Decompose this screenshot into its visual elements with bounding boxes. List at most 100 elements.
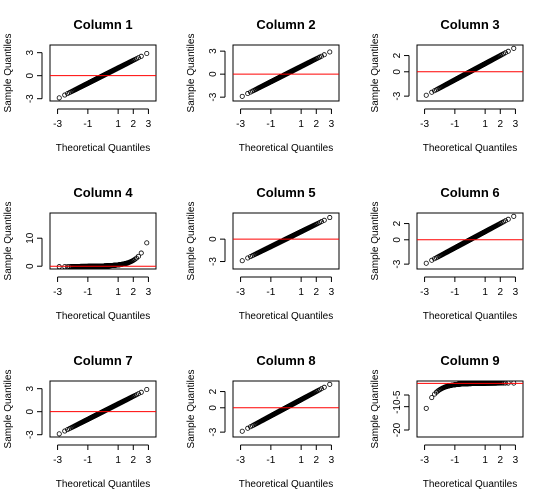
y-axis-label: Sample Quantiles: [3, 370, 14, 449]
panel-title: Column 1: [73, 17, 132, 32]
y-tick-label: 0: [208, 405, 219, 411]
qq-panel-5: Column 5 -3 -1 1 2 3 -3 0 Theoretical Quantiles S…: [186, 185, 340, 322]
qq-point: [56, 95, 62, 101]
qq-point: [511, 213, 517, 219]
qq-point: [429, 89, 435, 95]
qq-point: [505, 48, 511, 54]
qq-point: [239, 93, 245, 99]
qq-points: [239, 381, 333, 434]
x-tick-label: 3: [146, 287, 152, 298]
qq-point: [56, 431, 62, 437]
x-tick-label: 2: [131, 455, 137, 466]
x-axis-label: Theoretical Quantiles: [423, 143, 518, 154]
x-tick-label: 3: [146, 455, 152, 466]
y-tick-label: -3: [25, 430, 36, 439]
x-tick-label: 2: [314, 119, 320, 130]
y-tick-label: 0: [25, 408, 36, 414]
plot-frame: [49, 212, 157, 270]
x-tick-label: -1: [266, 119, 275, 130]
qq-point: [138, 389, 144, 395]
qq-point: [239, 428, 245, 434]
x-tick-label: -1: [266, 287, 275, 298]
y-axis-label: Sample Quantiles: [370, 34, 381, 113]
y-tick-label: 0: [25, 263, 36, 269]
qq-point: [62, 92, 68, 98]
x-tick-label: -1: [450, 119, 459, 130]
qq-point: [318, 386, 324, 392]
qq-point: [502, 50, 508, 56]
panel-title: Column 3: [440, 17, 499, 32]
x-tick-label: -3: [236, 119, 245, 130]
x-tick-label: 3: [329, 287, 335, 298]
y-tick-label: 3: [208, 48, 219, 54]
qq-point: [327, 215, 333, 221]
y-tick-label: -5: [392, 390, 403, 399]
y-tick-label: -3: [25, 94, 36, 103]
x-tick-label: 1: [115, 455, 121, 466]
x-tick-label: -3: [420, 455, 429, 466]
qq-point: [135, 55, 141, 61]
plot-frame: [232, 380, 340, 438]
y-tick-label: 3: [25, 385, 36, 391]
qq-points: [423, 213, 517, 266]
x-tick-label: 3: [513, 119, 519, 130]
x-axis-label: Theoretical Quantiles: [239, 143, 334, 154]
y-tick-label: 0: [25, 72, 36, 78]
qq-points: [239, 49, 333, 99]
qq-point: [505, 216, 511, 222]
y-tick-label: 0: [208, 236, 219, 242]
qq-points: [239, 215, 333, 264]
x-axis-label: Theoretical Quantiles: [239, 479, 334, 490]
x-tick-label: -1: [83, 287, 92, 298]
x-tick-label: 2: [131, 287, 137, 298]
qq-point: [144, 51, 150, 57]
x-tick-label: 2: [498, 287, 504, 298]
y-tick-label: -20: [392, 422, 403, 437]
x-tick-label: -1: [83, 119, 92, 130]
y-axis-label: Sample Quantiles: [186, 370, 197, 449]
y-tick-label: 0: [392, 237, 403, 243]
y-tick-label: 0: [208, 71, 219, 77]
qq-panel-4: Column 4 -3 -1 1 2 3 0 10 Theoretical Quantiles S…: [3, 185, 157, 322]
x-tick-label: -1: [266, 455, 275, 466]
x-tick-label: 3: [329, 455, 335, 466]
qq-point: [318, 219, 324, 225]
qq-point: [327, 49, 333, 55]
y-tick-label: 3: [25, 49, 36, 55]
panel-title: Column 8: [256, 353, 315, 368]
plot-frame: [416, 44, 524, 102]
qq-point: [423, 405, 429, 411]
x-tick-label: 2: [314, 287, 320, 298]
x-tick-label: 3: [513, 455, 519, 466]
qq-point: [239, 258, 245, 264]
x-tick-label: -3: [53, 119, 62, 130]
x-tick-label: -3: [420, 287, 429, 298]
qq-point: [245, 425, 251, 431]
plot-frame: [49, 380, 157, 438]
qq-point: [138, 53, 144, 59]
qq-point: [138, 250, 144, 256]
y-tick-label: -3: [392, 91, 403, 100]
plot-frame: [232, 212, 340, 270]
plot-frame: [416, 212, 524, 270]
y-tick-label: 2: [392, 52, 403, 58]
y-axis-label: Sample Quantiles: [370, 370, 381, 449]
y-tick-label: -3: [208, 427, 219, 436]
x-tick-label: 1: [482, 287, 488, 298]
qq-point: [144, 240, 150, 246]
x-tick-label: 1: [298, 119, 304, 130]
qq-point: [245, 255, 251, 261]
qq-point: [429, 257, 435, 263]
x-axis-label: Theoretical Quantiles: [239, 311, 334, 322]
x-tick-label: 1: [482, 455, 488, 466]
qq-point: [511, 45, 517, 51]
qq-points: [56, 51, 150, 101]
x-axis-label: Theoretical Quantiles: [56, 311, 151, 322]
x-axis-label: Theoretical Quantiles: [56, 143, 151, 154]
y-tick-label: 2: [208, 388, 219, 394]
y-axis-label: Sample Quantiles: [186, 202, 197, 281]
y-axis-label: Sample Quantiles: [370, 202, 381, 281]
